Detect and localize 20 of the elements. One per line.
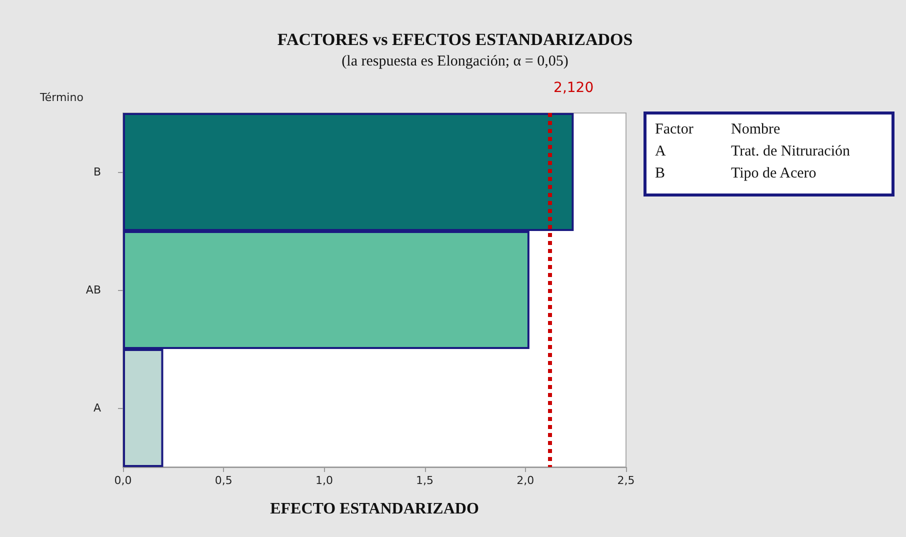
chart-subtitle: (la respuesta es Elongación; α = 0,05) [342, 54, 568, 70]
chart-title: FACTORES vs EFECTOS ESTANDARIZADOS [277, 30, 633, 49]
y-tick-label: AB [86, 284, 101, 296]
x-tick-label: 0,0 [114, 474, 132, 487]
text: Factor [655, 122, 694, 138]
x-axis-title: EFECTO ESTANDARIZADO [270, 500, 479, 518]
x-tick-label: 2,0 [516, 474, 534, 487]
text: Tipo de Acero [731, 166, 816, 182]
y-axis-title: Término [39, 91, 84, 104]
x-tick-label: 2,5 [617, 474, 635, 487]
text: Nombre [731, 122, 780, 138]
text: B [655, 166, 666, 182]
text: A [655, 144, 666, 160]
x-tick-label: 1,0 [315, 474, 333, 487]
x-tick-label: 0,5 [214, 474, 232, 487]
y-tick-label: B [93, 166, 101, 178]
x-tick-label: 1,5 [416, 474, 434, 487]
text: Trat. de Nitruración [731, 144, 851, 160]
y-tick-label: A [93, 402, 102, 414]
ref-line-label: 2,120 [554, 80, 594, 96]
